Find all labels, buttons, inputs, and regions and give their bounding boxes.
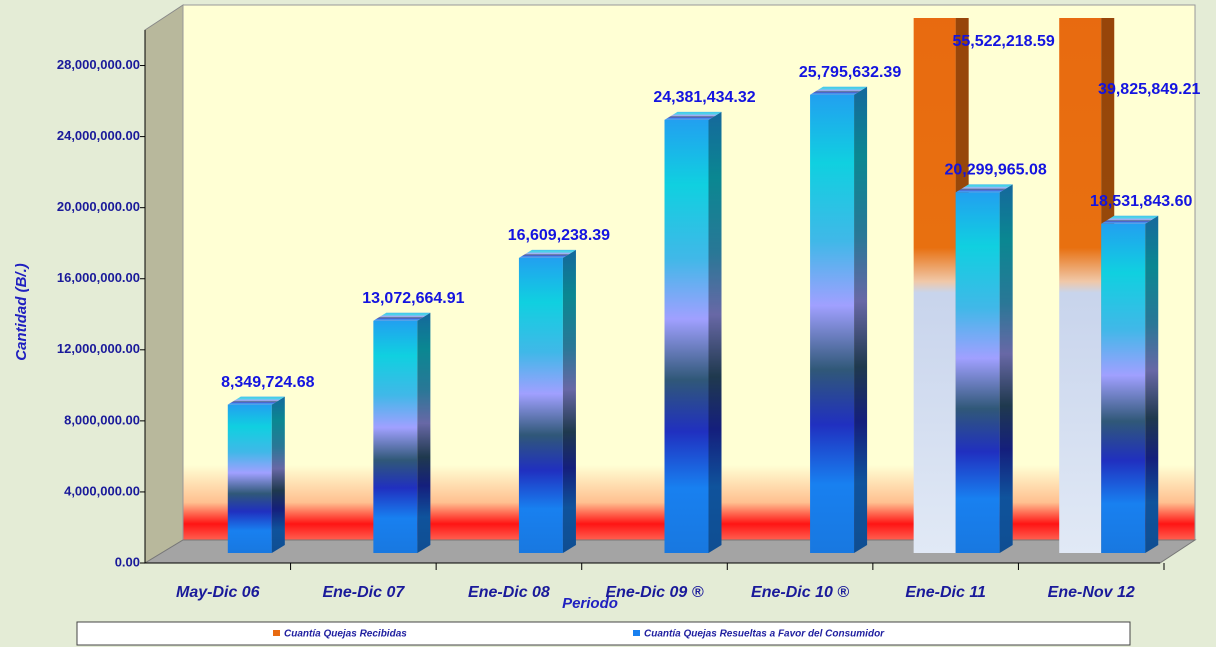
- bar-top: [664, 111, 722, 120]
- bar-top-shade: [227, 396, 285, 405]
- bar-top: [373, 312, 431, 321]
- bar-top-shade: [664, 111, 722, 120]
- data-label: 20,299,965.08: [944, 162, 1046, 179]
- data-label: 25,795,632.39: [799, 64, 901, 81]
- bar-top-shade: [955, 184, 1013, 193]
- bar-side: [999, 184, 1013, 553]
- data-label: 55,522,218.59: [952, 33, 1054, 50]
- data-label: 18,531,843.60: [1090, 193, 1192, 210]
- bar-front: [1059, 18, 1102, 553]
- bar-side: [417, 312, 431, 553]
- legend-swatch: [633, 630, 640, 636]
- bar-top: [1101, 215, 1159, 224]
- bar-side: [562, 249, 576, 554]
- y-tick-label: 0.00: [115, 554, 140, 569]
- y-tick-label: 28,000,000.00: [57, 57, 140, 72]
- bar-top: [810, 86, 868, 95]
- bar-top: [227, 396, 285, 405]
- data-label: 13,072,664.91: [362, 290, 464, 307]
- bar-front: [810, 94, 855, 553]
- x-tick-label: Ene-Dic 08: [468, 584, 550, 601]
- x-tick-label: Ene-Dic 07: [322, 584, 405, 601]
- bar-top-shade: [1101, 215, 1159, 224]
- bar-top-shade: [810, 86, 868, 95]
- left-wall: [144, 4, 184, 564]
- bar-front: [1101, 223, 1146, 553]
- bar-side: [1145, 215, 1159, 553]
- bar-top: [518, 249, 576, 258]
- bar-top-shade: [518, 249, 576, 258]
- bar: [810, 86, 868, 553]
- bar-side-shade: [271, 396, 285, 553]
- y-tick-label: 8,000,000.00: [64, 412, 140, 427]
- y-tick-label: 20,000,000.00: [57, 199, 140, 214]
- x-tick-label: Ene-Nov 12: [1048, 584, 1135, 601]
- y-tick-label: 16,000,000.00: [57, 270, 140, 285]
- legend-swatch: [273, 630, 280, 636]
- bar-top: [955, 184, 1013, 193]
- bar: [1101, 215, 1159, 553]
- bar: [518, 249, 576, 554]
- bar-side-shade: [1145, 215, 1159, 553]
- x-tick-label: May-Dic 06: [176, 584, 260, 601]
- bar-side-shade: [999, 184, 1013, 553]
- legend: [76, 621, 1131, 646]
- bar: [955, 184, 1013, 553]
- bar-top-shade: [373, 312, 431, 321]
- legend-label: Cuantía Quejas Recibidas: [284, 629, 407, 640]
- bar-side: [708, 111, 722, 553]
- data-label: 39,825,849.21: [1098, 81, 1200, 98]
- bar-side: [271, 396, 285, 553]
- x-axis-title: Periodo: [562, 595, 618, 612]
- bar-front: [913, 18, 956, 553]
- data-label: 16,609,238.39: [508, 227, 610, 244]
- bar-front: [955, 192, 1000, 553]
- bar-side-shade: [562, 249, 576, 554]
- bar-side-shade: [417, 312, 431, 553]
- y-tick-label: 12,000,000.00: [57, 341, 140, 356]
- bars: [227, 18, 1159, 554]
- bar-front: [518, 257, 563, 553]
- data-label: 8,349,724.68: [221, 374, 315, 391]
- bar-side-shade: [854, 86, 868, 553]
- bar-side-shade: [708, 111, 722, 553]
- bar: [664, 111, 722, 553]
- x-tick-label: Ene-Dic 10 ®: [751, 584, 849, 601]
- x-tick-label: Ene-Dic 09 ®: [605, 584, 703, 601]
- y-axis-title: Cantidad (B/.): [13, 263, 30, 361]
- bar: [373, 312, 431, 553]
- x-tick-label: Ene-Dic 11: [905, 584, 986, 601]
- data-label: 24,381,434.32: [653, 89, 755, 106]
- bar-side: [854, 86, 868, 553]
- bar: [227, 396, 285, 553]
- bar-front: [227, 404, 272, 553]
- legend-label: Cuantía Quejas Resueltas a Favor del Con…: [644, 629, 885, 640]
- y-tick-label: 4,000,000.00: [64, 483, 140, 498]
- bar-front: [373, 320, 418, 553]
- bar-front: [664, 119, 709, 553]
- y-tick-label: 24,000,000.00: [57, 128, 140, 143]
